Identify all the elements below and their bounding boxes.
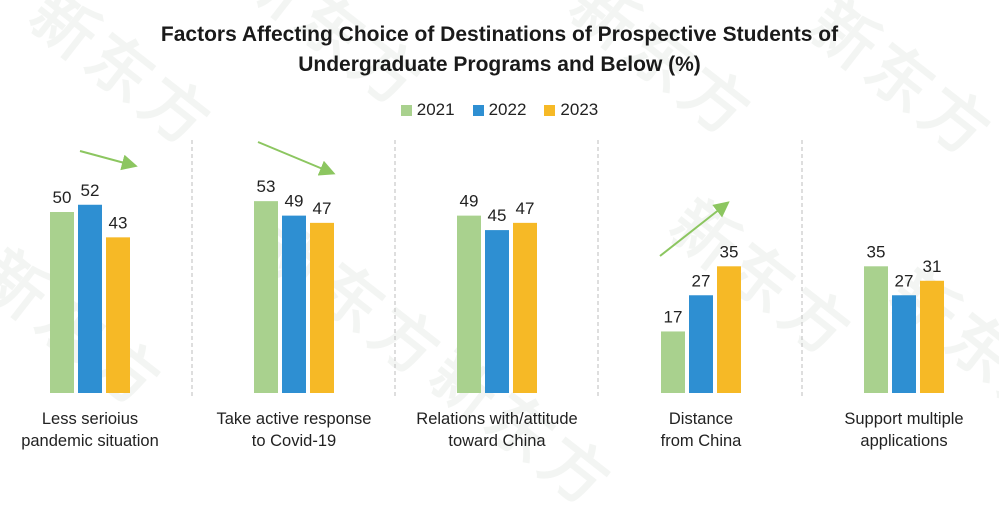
- data-label-2023-cat-3: 47: [516, 199, 535, 218]
- bar-2022-cat-5: [892, 295, 916, 393]
- legend-item-2021: 2021: [400, 100, 455, 120]
- legend-label-2023: 2023: [560, 100, 599, 119]
- category-label-2-line-1: Take active response: [216, 410, 372, 428]
- bar-2022-cat-1: [78, 204, 102, 393]
- category-label-1-line-1: Less serioius: [41, 410, 139, 428]
- legend-item-2022: 2022: [472, 100, 527, 120]
- data-labels: 50 53 49 17 35 52 49 45 27 27 43 47 47 35 31: [53, 177, 942, 326]
- category-label-4: Distance from China: [601, 408, 801, 452]
- chart-title-line-1: Factors Affecting Choice of Destinations…: [160, 23, 839, 46]
- bar-2023-cat-3: [513, 222, 537, 393]
- bar-2023-cat-5: [920, 280, 944, 393]
- data-label-2023-cat-5: 31: [923, 257, 942, 276]
- bar-2022-cat-3: [485, 230, 509, 393]
- legend-label-2021: 2021: [416, 100, 455, 119]
- chart-title-line-2: Undergraduate Programs and Below (%): [298, 53, 701, 76]
- trend-arrow-up-cat-4: [659, 201, 730, 257]
- data-label-2021-cat-2: 53: [257, 177, 276, 196]
- bar-2022-cat-4: [689, 295, 713, 393]
- category-label-4-line-2: from China: [660, 432, 742, 450]
- data-label-2022-cat-1: 52: [81, 181, 100, 200]
- legend-swatch-2021: [400, 104, 412, 116]
- bar-2023-cat-1: [106, 237, 130, 393]
- category-label-2-line-2: to Covid-19: [251, 432, 337, 450]
- data-label-2021-cat-5: 35: [867, 242, 886, 261]
- data-label-2022-cat-5: 27: [895, 271, 914, 290]
- plot-area: 50 53 49 17 35 52 49 45 27 27 43 47 47 35 31: [50, 140, 944, 396]
- bar-2023-cat-4: [717, 266, 741, 393]
- category-label-1-line-2: pandemic situation: [21, 432, 159, 450]
- group-separators: [191, 140, 803, 396]
- category-label-3: Relations with/attitude toward China: [397, 408, 597, 452]
- bar-2021-cat-3: [457, 215, 481, 393]
- category-label-2: Take active response to Covid-19: [194, 408, 394, 452]
- category-label-5-line-1: Support multiple: [844, 410, 964, 428]
- data-label-2023-cat-2: 47: [313, 199, 332, 218]
- data-label-2021-cat-4: 17: [664, 307, 683, 326]
- trend-arrow-down-cat-2: [257, 141, 336, 176]
- category-label-4-line-1: Distance: [668, 410, 734, 428]
- data-label-2021-cat-3: 49: [460, 192, 479, 211]
- category-label-1: Less serioius pandemic situation: [0, 408, 190, 452]
- data-label-2021-cat-1: 50: [53, 188, 72, 207]
- data-label-2023-cat-4: 35: [720, 242, 739, 261]
- trend-arrows: [79, 141, 730, 257]
- trend-arrow-down-cat-1: [79, 150, 138, 171]
- data-label-2022-cat-3: 45: [488, 206, 507, 225]
- bar-2021-cat-4: [661, 331, 685, 393]
- data-label-2023-cat-1: 43: [109, 213, 128, 232]
- legend-swatch-2022: [472, 104, 484, 116]
- legend-label-2022: 2022: [488, 100, 527, 119]
- data-label-2022-cat-2: 49: [285, 192, 304, 211]
- category-label-5-line-2: applications: [860, 432, 948, 450]
- bar-2021-cat-5: [864, 266, 888, 393]
- data-label-2022-cat-4: 27: [692, 271, 711, 290]
- category-label-3-line-1: Relations with/attitude: [416, 410, 578, 428]
- chart-legend: 2021 2022 2023: [0, 100, 999, 120]
- bar-2021-cat-2: [254, 201, 278, 393]
- category-label-5: Support multiple applications: [804, 408, 999, 452]
- bar-2022-cat-2: [282, 215, 306, 393]
- bars: [50, 201, 944, 393]
- category-label-3-line-2: toward China: [448, 432, 546, 450]
- bar-2021-cat-1: [50, 212, 74, 393]
- legend-item-2023: 2023: [544, 100, 598, 120]
- bar-2023-cat-2: [310, 222, 334, 393]
- legend-swatch-2023: [544, 104, 556, 116]
